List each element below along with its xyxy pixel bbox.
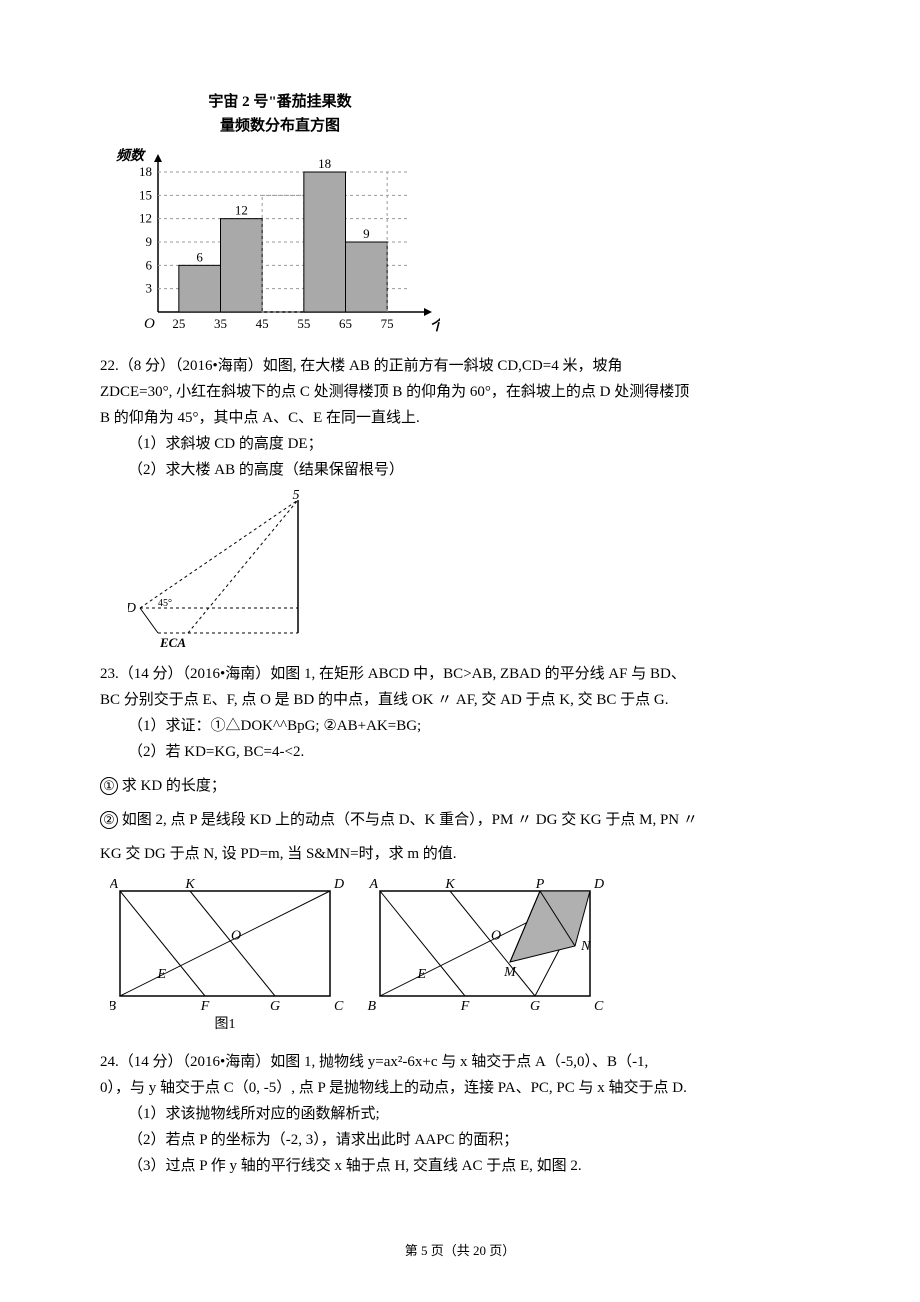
svg-text:5: 5 — [293, 488, 300, 503]
svg-text:12: 12 — [139, 211, 152, 226]
q22-head: 22.（8 分）（2016•海南）如图, 在大楼 AB 的正前方有一斜坡 CD,… — [100, 354, 820, 378]
svg-text:65: 65 — [339, 316, 352, 331]
svg-text:35: 35 — [214, 316, 227, 331]
q22-diagram: 5 D 45° ECA — [128, 488, 820, 656]
q23-figures: A K D B C F G O E 图1 A K D B C F G O E P M N — [110, 876, 820, 1044]
svg-text:9: 9 — [363, 226, 370, 241]
q23-c1-text: 求 KD 的长度； — [118, 778, 226, 794]
svg-text:E: E — [156, 967, 166, 982]
histogram-chart: 频数 3 6 9 12 15 18 O 25 35 45 55 65 75 个数 6 12 18 9 — [110, 142, 820, 350]
q23-line2: BC 分别交于点 E、F, 点 O 是 BD 的中点，直线 OK 〃 AF, 交… — [100, 688, 820, 712]
svg-text:45°: 45° — [158, 598, 172, 609]
svg-text:K: K — [444, 877, 455, 892]
svg-text:A: A — [368, 877, 378, 892]
svg-text:D: D — [128, 601, 136, 616]
q23-c1: ① 求 KD 的长度； — [100, 774, 820, 798]
svg-text:B: B — [367, 999, 376, 1014]
q24-head: 24.（14 分）（2016•海南）如图 1, 抛物线 y=ax²-6x+c 与… — [100, 1050, 820, 1074]
svg-text:3: 3 — [146, 281, 153, 296]
q23-sub1: （1）求证：①△DOK^^BpG; ②AB+AK=BG; — [100, 714, 820, 738]
svg-text:E: E — [416, 967, 426, 982]
svg-text:K: K — [184, 877, 195, 892]
q23-c2b: KG 交 DG 于点 N, 设 PD=m, 当 S&MN=时，求 m 的值. — [100, 842, 820, 866]
svg-text:G: G — [270, 999, 280, 1014]
svg-text:55: 55 — [297, 316, 310, 331]
q23-sub2: （2）若 KD=KG, BC=4-<2. — [100, 740, 820, 764]
q22-sub1: （1）求斜坡 CD 的高度 DE； — [100, 432, 820, 456]
q24-sub3: （3）过点 P 作 y 轴的平行线交 x 轴于点 H, 交直线 AC 于点 E,… — [100, 1154, 820, 1178]
svg-text:18: 18 — [318, 156, 331, 171]
svg-text:C: C — [594, 999, 604, 1014]
svg-text:6: 6 — [196, 249, 203, 264]
q24-sub2: （2）若点 P 的坐标为（-2, 3），请求出此时 AAPC 的面积； — [100, 1128, 820, 1152]
q23-head: 23.（14 分）（2016•海南）如图 1, 在矩形 ABCD 中，BC>AB… — [100, 662, 820, 686]
svg-text:G: G — [530, 999, 540, 1014]
svg-text:75: 75 — [381, 316, 394, 331]
svg-text:D: D — [333, 877, 344, 892]
svg-text:45: 45 — [256, 316, 269, 331]
svg-text:15: 15 — [139, 187, 152, 202]
q22-line2: ZDCE=30°, 小红在斜坡下的点 C 处测得楼顶 B 的仰角为 60°，在斜… — [100, 380, 820, 404]
svg-text:频数: 频数 — [116, 147, 146, 164]
svg-text:B: B — [110, 999, 116, 1014]
svg-text:O: O — [144, 316, 155, 332]
q22-sub2: （2）求大楼 AB 的高度（结果保留根号） — [100, 458, 820, 482]
svg-text:O: O — [491, 929, 501, 944]
svg-text:6: 6 — [146, 257, 153, 272]
circled-2-icon: ② — [100, 811, 118, 829]
svg-text:ECA: ECA — [159, 635, 186, 648]
svg-text:C: C — [334, 999, 344, 1014]
svg-text:O: O — [231, 929, 241, 944]
q22-line3: B 的仰角为 45°，其中点 A、C、E 在同一直线上. — [100, 406, 820, 430]
histogram-title-2: 量频数分布直方图 — [130, 114, 430, 138]
histogram-title-1: 宇宙 2 号"番茄挂果数 — [130, 90, 430, 114]
svg-text:F: F — [460, 999, 470, 1014]
svg-text:个数: 个数 — [430, 317, 440, 334]
q24-sub1: （1）求该抛物线所对应的函数解析式; — [100, 1102, 820, 1126]
svg-text:F: F — [200, 999, 210, 1014]
q23-c2-text: 如图 2, 点 P 是线段 KD 上的动点（不与点 D、K 重合），PM 〃 D… — [118, 812, 698, 828]
svg-text:P: P — [535, 877, 545, 892]
page-footer: 第 5 页（共 20 页） — [100, 1241, 820, 1262]
q24-line2: 0），与 y 轴交于点 C（0, -5）, 点 P 是抛物线上的动点，连接 PA… — [100, 1076, 820, 1100]
svg-text:9: 9 — [146, 234, 153, 249]
svg-text:18: 18 — [139, 164, 152, 179]
svg-text:25: 25 — [172, 316, 185, 331]
svg-text:M: M — [503, 965, 517, 980]
svg-text:12: 12 — [235, 203, 248, 218]
svg-text:N: N — [580, 939, 591, 954]
svg-text:图1: 图1 — [215, 1017, 236, 1032]
svg-text:D: D — [593, 877, 604, 892]
svg-text:A: A — [110, 877, 118, 892]
q23-c2: ② 如图 2, 点 P 是线段 KD 上的动点（不与点 D、K 重合），PM 〃… — [100, 808, 820, 832]
circled-1-icon: ① — [100, 777, 118, 795]
